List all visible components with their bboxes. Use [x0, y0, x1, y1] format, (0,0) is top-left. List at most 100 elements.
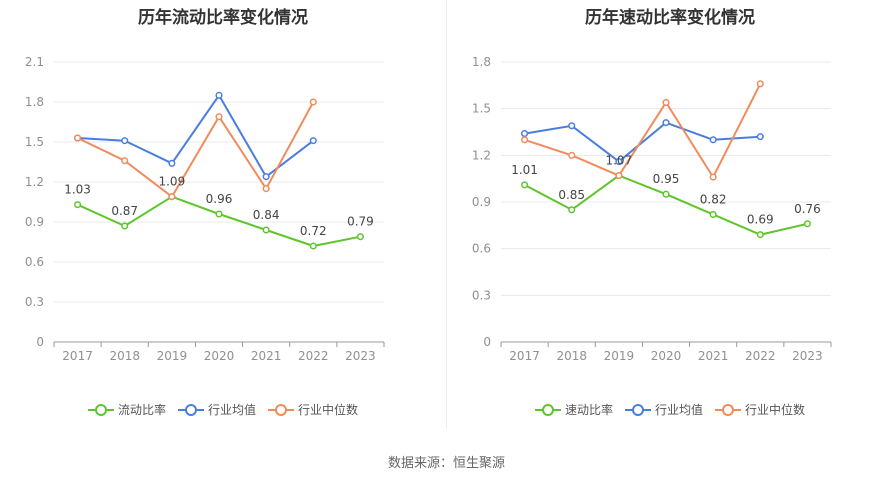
legend-item[interactable]: 行业均值: [177, 401, 256, 418]
legend-item[interactable]: 流动比率: [87, 401, 166, 418]
y-tick-label: 0.9: [25, 215, 44, 229]
y-tick-label: 0.3: [25, 295, 44, 309]
data-point: [709, 210, 717, 218]
series-line: [77, 101, 315, 198]
data-point: [521, 130, 529, 138]
x-tick-label: 2018: [109, 349, 140, 363]
data-point: [121, 222, 129, 230]
x-tick-label: 2020: [204, 349, 235, 363]
data-label: 0.96: [206, 192, 233, 206]
data-point: [262, 226, 270, 234]
data-point: [756, 80, 764, 88]
chart-legend: 流动比率 行业均值 行业中位数: [0, 401, 446, 418]
legend-item[interactable]: 速动比率: [534, 401, 613, 418]
legend-marker-icon: [534, 403, 561, 416]
y-tick-label: 0.3: [472, 288, 491, 302]
data-point: [215, 210, 223, 218]
data-point: [356, 233, 364, 241]
legend-item[interactable]: 行业均值: [624, 401, 703, 418]
data-point: [309, 242, 317, 250]
x-tick-label: 2023: [792, 349, 823, 363]
data-point: [74, 201, 82, 209]
legend-item[interactable]: 行业中位数: [715, 401, 805, 418]
legend-marker-icon: [715, 403, 741, 416]
data-label: 1.01: [511, 163, 538, 177]
y-tick-label: 1.2: [25, 175, 44, 189]
data-label: 0.72: [300, 224, 327, 238]
y-tick-label: 1.5: [472, 102, 491, 116]
data-point: [168, 159, 176, 167]
legend-label: 速动比率: [564, 403, 613, 417]
y-tick-label: 0: [483, 335, 491, 349]
data-point: [521, 136, 529, 144]
legend-marker-icon: [624, 403, 651, 416]
data-point: [756, 133, 764, 141]
current-ratio-plot: 0 0.3 0.6 0.9 1.2 1.5 1.8 2.1 2017 2018 2019 2020 20…: [25, 55, 385, 363]
data-point: [615, 172, 623, 180]
data-point: [568, 151, 576, 159]
chart-title: 历年流动比率变化情况: [138, 8, 308, 28]
legend-circle: [631, 403, 644, 416]
series-line: [77, 94, 314, 178]
x-tick-label: 2019: [604, 349, 635, 363]
series-line: [524, 83, 762, 179]
y-tick-label: 0.6: [472, 242, 491, 256]
x-tick-label: 2017: [62, 349, 93, 363]
legend-item[interactable]: 行业中位数: [268, 401, 358, 418]
chart-legend: 速动比率 行业均值 行业中位数: [447, 401, 893, 418]
data-label: 0.82: [700, 192, 727, 206]
data-point: [803, 220, 811, 228]
data-point: [215, 91, 223, 99]
x-tick-label: 2017: [509, 349, 540, 363]
data-point: [309, 137, 317, 145]
x-tick-label: 2019: [157, 349, 188, 363]
data-label: 0.79: [347, 215, 374, 229]
data-point: [615, 158, 623, 166]
data-point: [309, 98, 317, 106]
y-tick-label: 1.8: [25, 95, 44, 109]
data-point: [215, 113, 223, 121]
x-tick-label: 2021: [698, 349, 729, 363]
quick-ratio-plot: 0 0.3 0.6 0.9 1.2 1.5 1.8 2017 2018 2019 2020 2021 2…: [472, 55, 832, 363]
data-label: 0.84: [253, 208, 280, 222]
y-tick-label: 1.5: [25, 135, 44, 149]
x-tick-label: 2022: [298, 349, 329, 363]
legend-marker-icon: [177, 403, 204, 416]
y-tick-label: 0: [36, 335, 44, 349]
data-point: [709, 136, 717, 144]
data-label: 1.03: [64, 183, 91, 197]
legend-label: 流动比率: [117, 403, 166, 417]
data-label: 0.95: [653, 172, 680, 186]
data-label: 0.87: [111, 204, 138, 218]
data-point: [568, 122, 576, 130]
y-tick-label: 2.1: [25, 55, 44, 69]
legend-circle: [275, 403, 287, 416]
left-chart-panel: 历年流动比率变化情况 0 0.3 0.6 0.9 1.2 1.5 1.8 2.1 2017 201…: [0, 0, 446, 440]
x-tick-label: 2020: [651, 349, 682, 363]
data-point: [662, 119, 670, 127]
legend-circle: [94, 403, 107, 416]
legend-circle: [184, 403, 197, 416]
data-label: 0.69: [747, 213, 774, 227]
data-label: 0.85: [558, 188, 585, 202]
legend-circle: [722, 403, 734, 416]
legend-label: 行业中位数: [298, 403, 359, 417]
data-point: [662, 98, 670, 106]
data-point: [756, 231, 764, 239]
data-point: [262, 173, 270, 181]
data-label: 1.07: [605, 154, 632, 168]
y-tick-label: 0.6: [25, 255, 44, 269]
legend-marker-icon: [87, 403, 114, 416]
data-point: [74, 134, 82, 142]
x-tick-label: 2023: [345, 349, 376, 363]
series-line: [524, 121, 761, 163]
legend-label: 行业均值: [654, 403, 703, 417]
panel-divider: [446, 0, 447, 428]
legend-marker-icon: [268, 403, 294, 416]
data-source: 数据来源：恒生聚源: [387, 456, 505, 471]
right-chart-panel: 历年速动比率变化情况 0 0.3 0.6 0.9 1.2 1.5 1.8 2017 2018 20…: [447, 0, 893, 440]
data-point: [709, 173, 717, 181]
x-tick-label: 2022: [745, 349, 776, 363]
y-tick-label: 1.2: [472, 148, 491, 162]
data-point: [662, 190, 670, 198]
